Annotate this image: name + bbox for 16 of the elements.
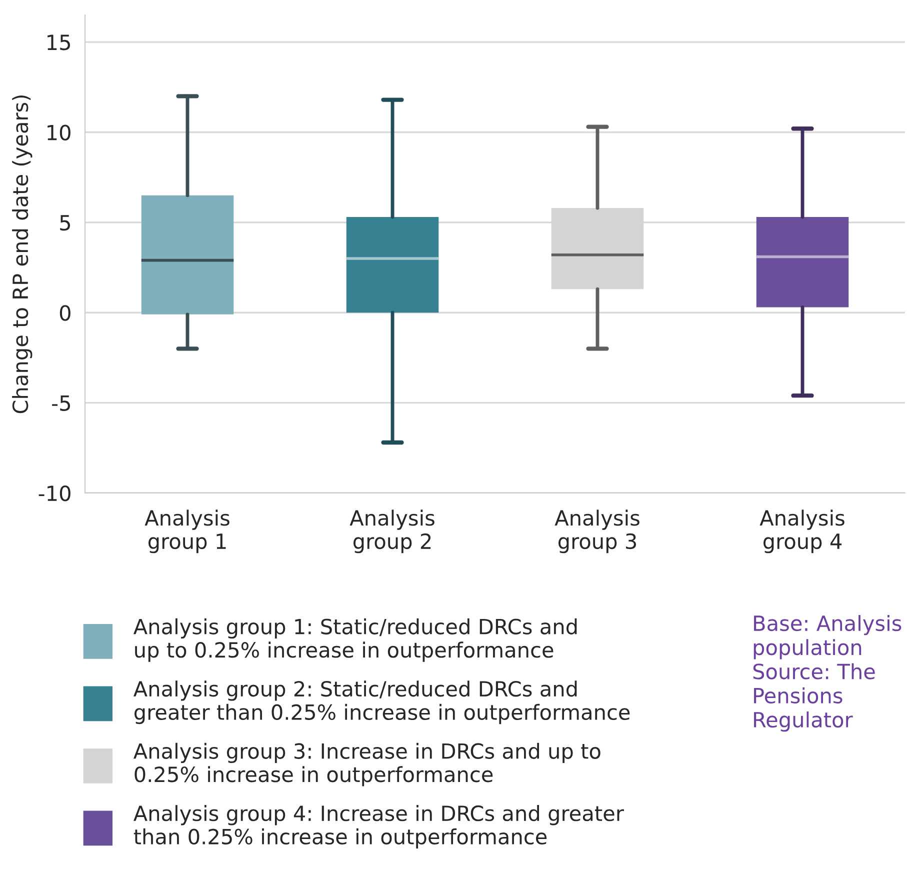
text: Base: Analysis population Source: The Pensions Regulator	[753, 615, 902, 732]
legend-label: Analysis group 2: Static/reduced DRCs and greater than 0.25% increase in outperformance	[133, 680, 630, 724]
x-tick-label: Analysis group 2	[350, 510, 434, 554]
y-tick-label: 5	[60, 215, 70, 231]
y-tick-label: 10	[48, 124, 70, 140]
y-tick-label: 0	[60, 305, 70, 321]
x-tick-label: Analysis group 3	[554, 510, 640, 554]
x-tick-label: Analysis group 1	[144, 510, 230, 554]
legend-label: Analysis group 3: Increase in DRCs and up to 0.25% increase in outperformance	[133, 742, 600, 786]
legend-label: Analysis group 1: Static/reduced DRCs and up to 0.25% increase in outperformance	[133, 618, 577, 662]
y-tick-label: 15	[48, 34, 70, 50]
y-axis-title: Change to RP end date (years)	[12, 95, 32, 414]
legend-label: Analysis group 4: Increase in DRCs and greater than 0.25% increase in outperformance	[133, 805, 624, 849]
y-tick-label: -5	[52, 396, 70, 412]
y-tick-label: -10	[38, 485, 70, 502]
x-tick-label: Analysis group 4	[760, 510, 844, 554]
